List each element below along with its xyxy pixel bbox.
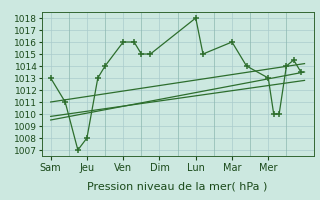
X-axis label: Pression niveau de la mer( hPa ): Pression niveau de la mer( hPa ) (87, 181, 268, 191)
